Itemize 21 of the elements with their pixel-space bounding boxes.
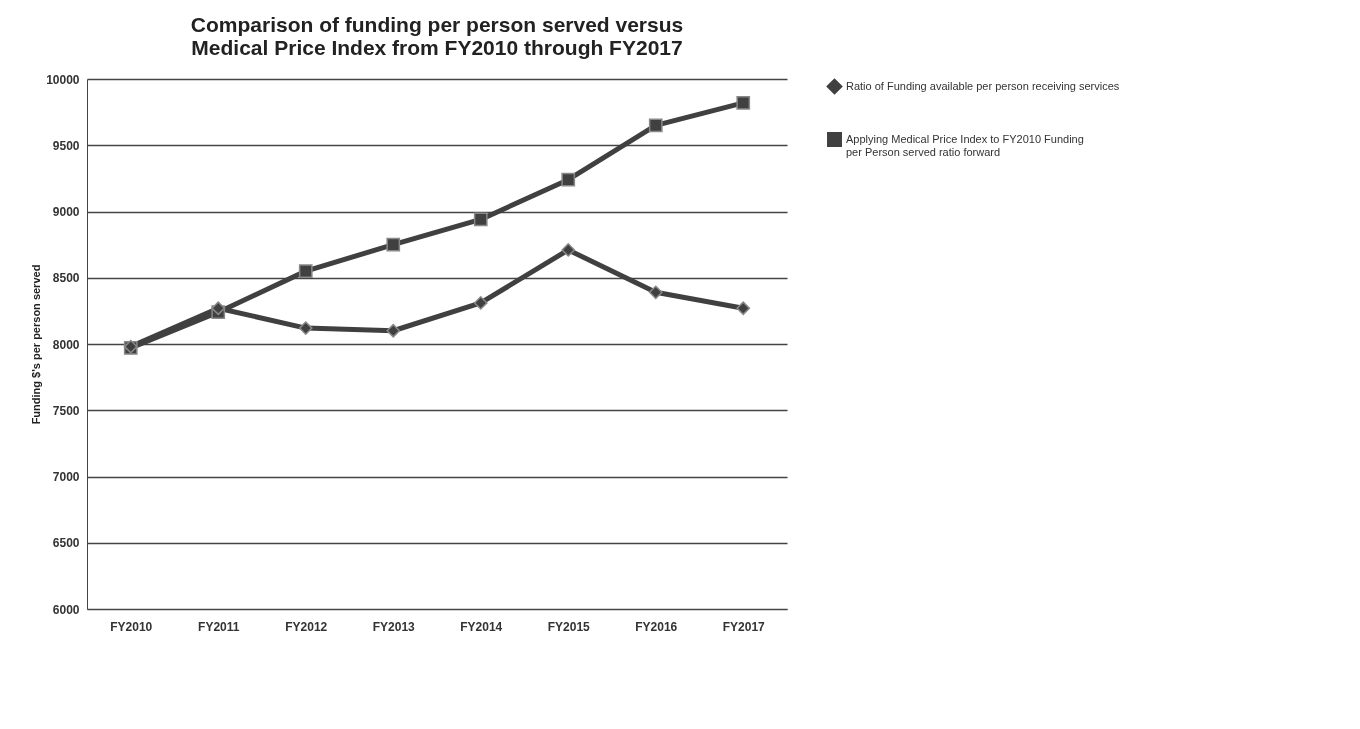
y-tick-label: 8500 xyxy=(52,271,80,286)
y-tick-label: 8000 xyxy=(52,337,80,352)
y-tick-label: 9500 xyxy=(52,138,80,153)
y-tick-label: 6000 xyxy=(52,602,80,617)
y-tick-label: 7000 xyxy=(52,470,80,484)
y-tick-label: 6500 xyxy=(52,536,80,551)
x-tick-label: FY2011 xyxy=(198,619,240,634)
legend-label: Ratio of Funding available per person receiving services xyxy=(846,79,1120,92)
y-tick-label: 10000 xyxy=(46,72,80,87)
x-tick-label: FY2017 xyxy=(722,619,766,634)
x-tick-label: FY2015 xyxy=(547,619,591,634)
x-tick-label: FY2016 xyxy=(635,619,678,634)
x-tick-label: FY2013 xyxy=(372,619,416,634)
chart-title: Comparison of funding per person served versus Medical Price Index from FY2010 through FY2017 xyxy=(190,13,684,59)
x-tick-label: FY2010 xyxy=(110,619,153,634)
y-axis-title: Funding $'s per person served xyxy=(30,264,43,425)
y-tick-label: 7500 xyxy=(52,403,80,418)
y-tick-label: 9000 xyxy=(52,205,80,219)
x-tick-label: FY2012 xyxy=(285,619,328,634)
x-tick-label: FY2014 xyxy=(460,619,503,634)
legend-label: Applying Medical Price Index to FY2010 Funding per Person served ratio forward xyxy=(846,132,1084,158)
